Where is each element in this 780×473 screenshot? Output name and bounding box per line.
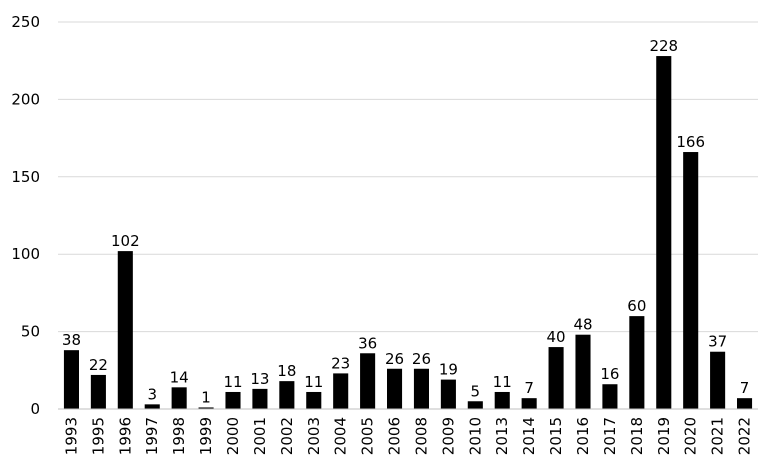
bar-2015 <box>548 347 564 409</box>
data-label-1998: 14 <box>170 368 189 386</box>
x-tick-label-1998: 1998 <box>170 417 188 455</box>
bar-2009 <box>440 379 456 409</box>
x-tick-label-2009: 2009 <box>439 417 457 455</box>
data-label-2005: 36 <box>358 334 377 352</box>
x-tick-label-1996: 1996 <box>116 417 134 455</box>
bar-2019 <box>656 56 672 409</box>
data-label-2015: 40 <box>547 328 566 346</box>
bar-2008 <box>413 368 429 409</box>
data-label-2010: 5 <box>471 382 481 400</box>
data-label-2009: 19 <box>439 361 458 379</box>
x-tick-label-2019: 2019 <box>655 417 673 455</box>
x-tick-label-2014: 2014 <box>520 417 538 455</box>
data-label-2022: 7 <box>740 379 750 397</box>
y-tick-label-100: 100 <box>11 245 40 263</box>
x-tick-label-2018: 2018 <box>628 417 646 455</box>
data-label-1997: 3 <box>147 385 157 403</box>
data-label-2008: 26 <box>412 350 431 368</box>
gridlines <box>58 21 758 410</box>
x-tick-label-2008: 2008 <box>412 417 430 455</box>
x-tick-label-1997: 1997 <box>143 417 161 455</box>
x-tick-label-2003: 2003 <box>305 417 323 455</box>
x-tick-label-2001: 2001 <box>251 417 269 455</box>
bar-1999 <box>198 407 214 409</box>
data-label-2016: 48 <box>573 316 592 334</box>
bar-2000 <box>225 391 241 409</box>
x-tick-label-2016: 2016 <box>574 417 592 455</box>
y-tick-label-150: 150 <box>11 168 40 186</box>
bar-2021 <box>710 351 726 409</box>
bar-2001 <box>252 388 268 409</box>
x-tick-label-2013: 2013 <box>493 417 511 455</box>
bar-2003 <box>306 391 322 409</box>
data-label-1999: 1 <box>201 388 211 406</box>
bar-2016 <box>575 334 591 409</box>
x-tick-label-2005: 2005 <box>359 417 377 455</box>
data-label-2019: 228 <box>649 37 678 55</box>
data-label-2021: 37 <box>708 333 727 351</box>
bar-2005 <box>360 353 376 409</box>
x-tick-label-1993: 1993 <box>62 417 80 455</box>
data-label-2018: 60 <box>627 297 646 315</box>
x-tick-label-2017: 2017 <box>601 417 619 455</box>
x-axis: 1993 1995 1996 1997 1998 1999 2000 2001 2002 2003… <box>58 408 758 455</box>
data-label-2006: 26 <box>385 350 404 368</box>
data-label-2013: 11 <box>493 373 512 391</box>
x-tick-label-2010: 2010 <box>466 417 484 455</box>
bar-2017 <box>602 384 618 409</box>
y-axis: 0 50 100 150 200 250 <box>11 13 40 418</box>
bar-1997 <box>144 404 160 409</box>
bar-2010 <box>467 401 483 409</box>
data-label-2003: 11 <box>304 373 323 391</box>
bar-2002 <box>279 381 295 409</box>
data-label-2002: 18 <box>277 362 296 380</box>
data-label-2014: 7 <box>524 379 534 397</box>
x-tick-label-2004: 2004 <box>332 417 350 455</box>
bars <box>63 56 753 410</box>
bar-2004 <box>333 373 349 409</box>
y-tick-label-200: 200 <box>11 90 40 108</box>
bar-1995 <box>90 374 106 409</box>
bar-2006 <box>387 368 403 409</box>
x-tick-label-2021: 2021 <box>709 417 727 455</box>
bar-2014 <box>521 398 537 409</box>
x-tick-label-2002: 2002 <box>278 417 296 455</box>
data-label-2001: 13 <box>250 370 269 388</box>
data-label-2000: 11 <box>223 373 242 391</box>
bar-2022 <box>737 398 753 409</box>
data-label-1993: 38 <box>62 331 81 349</box>
x-tick-label-2022: 2022 <box>736 417 754 455</box>
bar-1993 <box>63 350 79 409</box>
x-tick-label-2000: 2000 <box>224 417 242 455</box>
data-label-1996: 102 <box>111 232 140 250</box>
y-tick-label-0: 0 <box>30 400 40 418</box>
y-tick-label-50: 50 <box>21 323 40 341</box>
x-tick-label-2006: 2006 <box>386 417 404 455</box>
data-label-1995: 22 <box>89 356 108 374</box>
bar-2013 <box>494 391 510 409</box>
bar-1998 <box>171 387 187 409</box>
bar-2018 <box>629 316 645 409</box>
x-tick-label-2015: 2015 <box>547 417 565 455</box>
data-label-2017: 16 <box>600 365 619 383</box>
bar-2020 <box>683 152 699 410</box>
x-tick-label-2020: 2020 <box>682 417 700 455</box>
bar-1996 <box>117 251 133 409</box>
x-tick-label-1995: 1995 <box>89 417 107 455</box>
data-label-2020: 166 <box>676 133 705 151</box>
x-tick-label-1999: 1999 <box>197 417 215 455</box>
data-label-2004: 23 <box>331 354 350 372</box>
y-tick-label-250: 250 <box>11 13 40 31</box>
